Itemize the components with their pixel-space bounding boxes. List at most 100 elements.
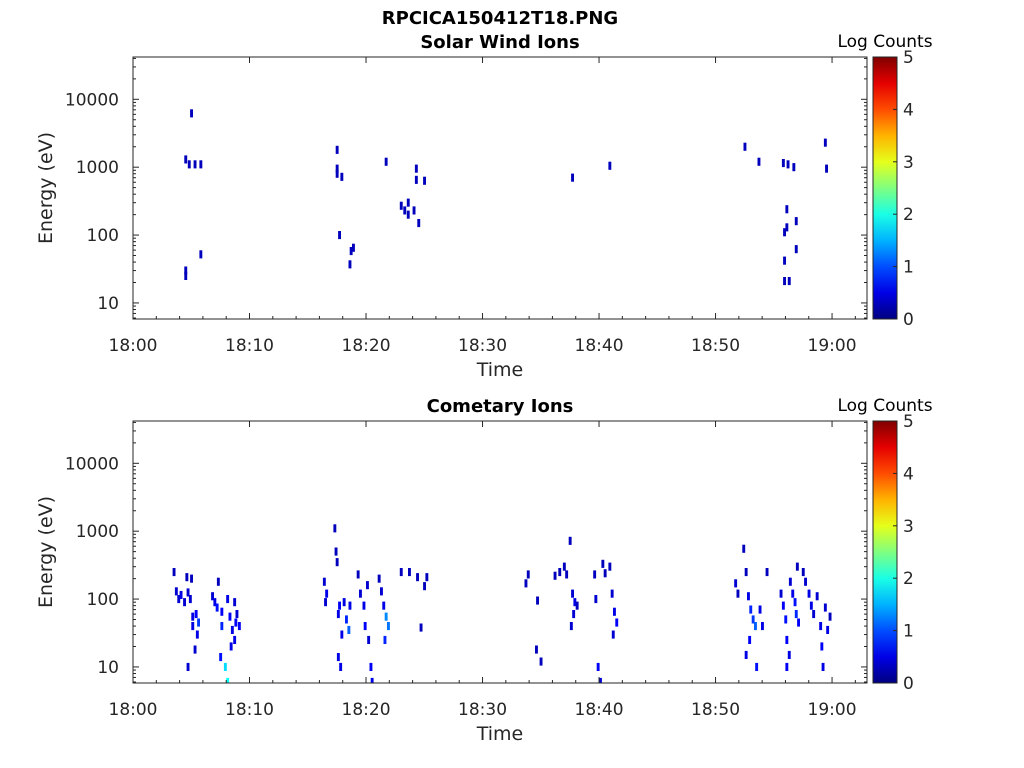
heatmap-cell bbox=[562, 562, 566, 571]
heatmap-cell bbox=[233, 598, 237, 607]
colorbar bbox=[872, 420, 898, 684]
heatmap-cell bbox=[406, 210, 410, 219]
heatmap-cell bbox=[384, 157, 388, 166]
heatmap-cell bbox=[599, 677, 602, 683]
heatmap-cell bbox=[184, 155, 188, 164]
heatmap-cell bbox=[380, 587, 383, 596]
heatmap-cell bbox=[197, 618, 200, 627]
heatmap-cell bbox=[335, 145, 339, 154]
heatmap-cells bbox=[184, 109, 828, 286]
heatmap-cell bbox=[821, 662, 825, 671]
colorbar-tick-label: 5 bbox=[903, 412, 914, 432]
heatmap-cell bbox=[807, 589, 811, 598]
heatmap-cell bbox=[784, 615, 788, 624]
heatmap-cell bbox=[761, 622, 764, 631]
heatmap-cell bbox=[408, 568, 411, 577]
heatmap-cell bbox=[184, 266, 188, 275]
heatmap-cell bbox=[608, 562, 612, 571]
heatmap-cell bbox=[215, 603, 219, 612]
colorbar-tick-label: 4 bbox=[903, 464, 914, 484]
figure-title: RPCICA150412T18.PNG bbox=[382, 8, 618, 29]
heatmap-cell bbox=[781, 159, 785, 168]
colorbar-tick-label: 3 bbox=[903, 153, 914, 173]
x-tick-label: 18:10 bbox=[225, 700, 274, 720]
colorbar-tick-label: 3 bbox=[903, 517, 914, 537]
heatmap-cell bbox=[335, 164, 339, 173]
heatmap-cell bbox=[352, 243, 355, 252]
heatmap-cell bbox=[758, 605, 762, 614]
heatmap-cell bbox=[794, 245, 798, 254]
heatmap-cell bbox=[194, 610, 198, 619]
heatmap-cell bbox=[325, 589, 329, 598]
heatmap-cell bbox=[348, 260, 352, 269]
x-tick-label: 18:40 bbox=[575, 700, 624, 720]
heatmap-cell bbox=[594, 595, 598, 604]
heatmap-cell bbox=[751, 615, 755, 624]
heatmap-cell bbox=[230, 625, 234, 634]
heatmap-cell bbox=[572, 610, 576, 619]
heatmap-cell bbox=[334, 547, 338, 556]
heatmap-cell bbox=[216, 577, 220, 586]
cometary-xlabel: Time bbox=[476, 723, 524, 745]
heatmap-cell bbox=[191, 612, 195, 621]
x-tick-label: 18:30 bbox=[458, 336, 507, 356]
heatmap-cell bbox=[195, 630, 199, 639]
heatmap-cell bbox=[220, 607, 224, 616]
x-tick-label: 18:00 bbox=[109, 336, 158, 356]
heatmap-cell bbox=[536, 596, 539, 605]
heatmap-cell bbox=[815, 592, 819, 601]
x-tick-label: 18:10 bbox=[225, 336, 274, 356]
heatmap-cell bbox=[193, 160, 197, 169]
colorbar-tick-label: 2 bbox=[903, 205, 914, 225]
heatmap-cell bbox=[229, 642, 233, 651]
heatmap-cell bbox=[213, 598, 217, 607]
heatmap-cell bbox=[573, 598, 577, 607]
cometary-colorbar-label: Log Counts bbox=[837, 396, 932, 416]
heatmap-cell bbox=[749, 605, 753, 614]
heatmap-cell bbox=[338, 231, 341, 240]
cometary-ylabel: Energy (eV) bbox=[35, 496, 57, 608]
heatmap-cell bbox=[603, 569, 607, 578]
heatmap-cell bbox=[568, 536, 572, 545]
heatmap-cell bbox=[226, 677, 230, 683]
solar-wind-title: Solar Wind Ions bbox=[420, 32, 579, 53]
heatmap-cell bbox=[187, 160, 191, 169]
y-tick-label: 1000 bbox=[76, 158, 119, 178]
heatmap-cell bbox=[237, 622, 241, 631]
heatmap-cell bbox=[177, 595, 181, 604]
colorbar-tick-label: 1 bbox=[903, 622, 914, 642]
heatmap-cell bbox=[199, 160, 203, 169]
heatmap-cell bbox=[571, 589, 574, 598]
heatmap-cell bbox=[791, 589, 795, 598]
heatmap-cells bbox=[172, 524, 832, 683]
heatmap-cell bbox=[335, 558, 339, 567]
solar-wind-colorbar-label: Log Counts bbox=[837, 32, 932, 52]
heatmap-cell bbox=[826, 625, 830, 634]
heatmap-cell bbox=[423, 176, 426, 185]
heatmap-cell bbox=[366, 581, 369, 590]
y-tick-label: 100 bbox=[87, 590, 119, 610]
heatmap-cell bbox=[747, 592, 750, 601]
heatmap-cell bbox=[336, 653, 340, 662]
heatmap-cell bbox=[755, 662, 759, 671]
heatmap-cell bbox=[754, 622, 757, 631]
heatmap-cell bbox=[184, 271, 188, 280]
heatmap-cell bbox=[828, 612, 832, 621]
heatmap-cell bbox=[783, 277, 786, 286]
heatmap-cell bbox=[565, 570, 569, 579]
heatmap-cell bbox=[779, 589, 783, 598]
heatmap-cell bbox=[596, 662, 600, 671]
heatmap-cell bbox=[535, 645, 538, 654]
heatmap-cell bbox=[322, 577, 326, 586]
heatmap-cell bbox=[369, 662, 373, 671]
heatmap-cell bbox=[524, 579, 528, 588]
heatmap-cell bbox=[172, 568, 176, 577]
heatmap-cell bbox=[188, 595, 192, 604]
heatmap-cell bbox=[226, 595, 230, 604]
heatmap-cell bbox=[223, 662, 227, 671]
colorbar-tick-label: 4 bbox=[903, 100, 914, 120]
heatmap-cell bbox=[417, 219, 421, 228]
heatmap-cell bbox=[383, 635, 387, 644]
x-tick-label: 18:00 bbox=[109, 700, 158, 720]
heatmap-cell bbox=[785, 662, 789, 671]
